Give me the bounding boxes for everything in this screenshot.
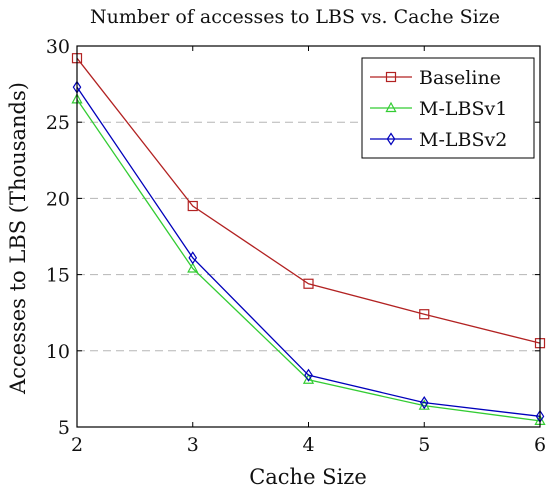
y-tick-label: 30 <box>46 36 70 58</box>
y-tick-label: 5 <box>58 417 70 439</box>
legend-entry-m-lbsv1: M-LBSv1 <box>370 98 507 120</box>
legend-marker <box>385 101 397 113</box>
data-point-baseline <box>419 309 430 320</box>
data-point-baseline <box>303 278 314 289</box>
series-line-m-lbsv2 <box>76 86 541 417</box>
legend-marker <box>386 132 396 146</box>
y-tick-label: 15 <box>46 265 70 287</box>
x-tick-label: 5 <box>418 434 430 456</box>
x-axis-title: Cache Size <box>249 465 367 489</box>
legend: Baseline M-LBSv1 M-LBSv2 <box>361 57 535 159</box>
x-tick-label: 2 <box>71 434 83 456</box>
y-tick-label: 10 <box>46 341 70 363</box>
legend-label: Baseline <box>419 67 501 89</box>
x-tick-label: 4 <box>302 434 314 456</box>
x-tick-label: 3 <box>187 434 199 456</box>
legend-label: M-LBSv1 <box>419 98 507 120</box>
legend-entry-baseline: Baseline <box>370 67 501 89</box>
data-point-m-lbsv2 <box>304 368 313 382</box>
legend-label: M-LBSv2 <box>419 129 507 151</box>
y-tick-label: 20 <box>46 188 70 210</box>
legend-marker <box>385 71 397 83</box>
y-tick-label: 25 <box>46 112 70 134</box>
data-point-m-lbsv2 <box>419 396 429 410</box>
legend-entry-m-lbsv2: M-LBSv2 <box>370 129 507 151</box>
data-point-m-lbsv1 <box>187 262 199 273</box>
data-point-m-lbsv2 <box>188 251 198 265</box>
y-axis-title: Accesses to LBS (Thousands) <box>6 82 30 395</box>
series-m-lbsv2 <box>72 80 545 423</box>
series-line-baseline <box>76 57 541 344</box>
x-tick-label: 6 <box>534 434 546 456</box>
data-point-m-lbsv1 <box>302 373 315 384</box>
legend-entries: Baseline M-LBSv1 M-LBSv2 <box>370 67 507 151</box>
chart-title: Number of accesses to LBS vs. Cache Size <box>90 6 500 28</box>
ticks: 5 10 15 20 25 30 2 3 4 5 6 <box>46 36 546 456</box>
series-layer <box>71 53 546 426</box>
data-point-baseline <box>187 200 198 212</box>
